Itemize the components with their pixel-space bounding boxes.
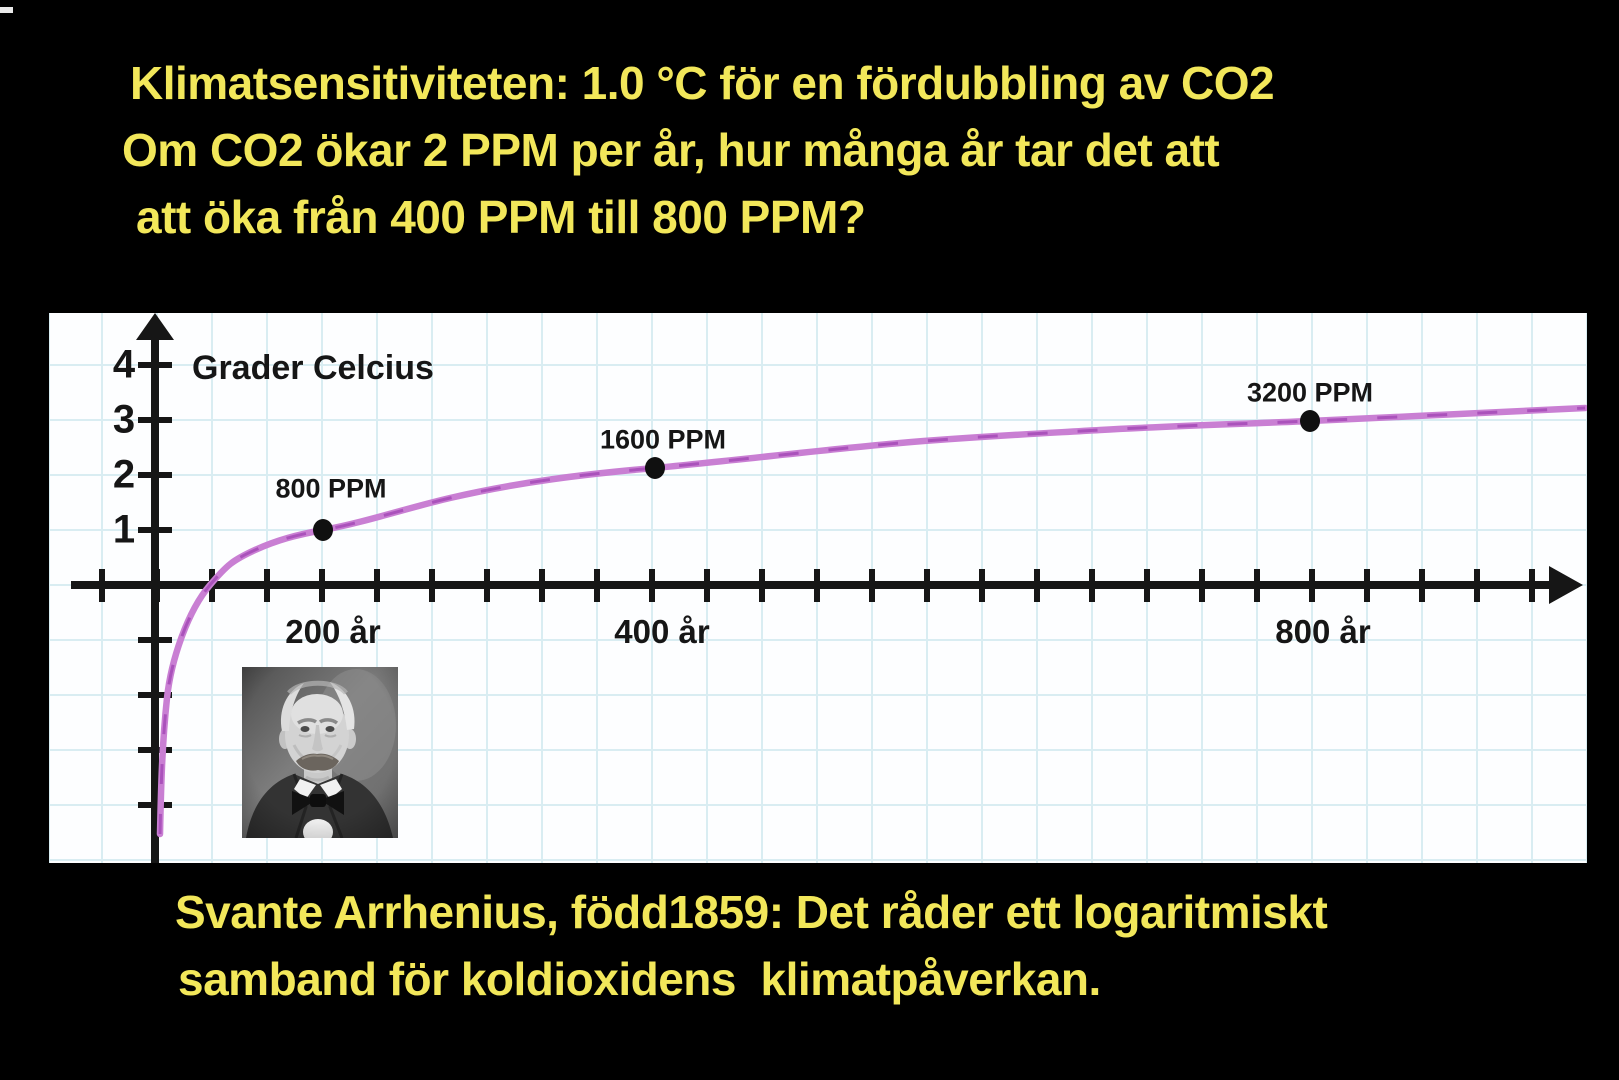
header-line-3: att öka från 400 PPM till 800 PPM? bbox=[136, 191, 866, 243]
y-tick-label-4: 4 bbox=[112, 342, 136, 387]
y-axis bbox=[151, 331, 159, 863]
arrhenius-portrait bbox=[242, 667, 398, 838]
footer-line-2: samband för koldioxidens klimatpåverkan. bbox=[178, 953, 1101, 1005]
header-line-1: Klimatsensitiviteten: 1.0 °C för en förd… bbox=[130, 57, 1275, 109]
x-tick-label-400ar: 400 år bbox=[614, 613, 710, 650]
x-axis-arrow-icon bbox=[1549, 566, 1583, 604]
y-axis-title: Grader Celcius bbox=[192, 349, 434, 387]
point-label-1600ppm: 1600 PPM bbox=[599, 424, 727, 455]
data-point-1600ppm bbox=[645, 457, 665, 479]
data-point-800ppm bbox=[313, 519, 333, 541]
x-axis bbox=[71, 581, 1553, 589]
x-tick-label-200ar: 200 år bbox=[285, 613, 381, 650]
screen-artifact bbox=[0, 7, 13, 13]
y-tick-label-1: 1 bbox=[112, 507, 136, 552]
co2-climate-chart: Grader Celcius 4 3 2 1 800 PPM 1600 PPM … bbox=[49, 313, 1587, 863]
point-label-800ppm: 800 PPM bbox=[275, 473, 387, 504]
point-label-3200ppm: 3200 PPM bbox=[1246, 377, 1374, 408]
data-point-3200ppm bbox=[1300, 410, 1320, 432]
x-tick-label-800ar: 800 år bbox=[1275, 613, 1371, 650]
y-tick-label-3: 3 bbox=[112, 397, 136, 442]
header-line-2: Om CO2 ökar 2 PPM per år, hur många år t… bbox=[122, 124, 1220, 176]
footer-line-1: Svante Arrhenius, född1859: Det råder et… bbox=[175, 886, 1328, 938]
y-tick-label-2: 2 bbox=[112, 452, 136, 497]
y-axis-arrow-icon bbox=[136, 313, 174, 340]
